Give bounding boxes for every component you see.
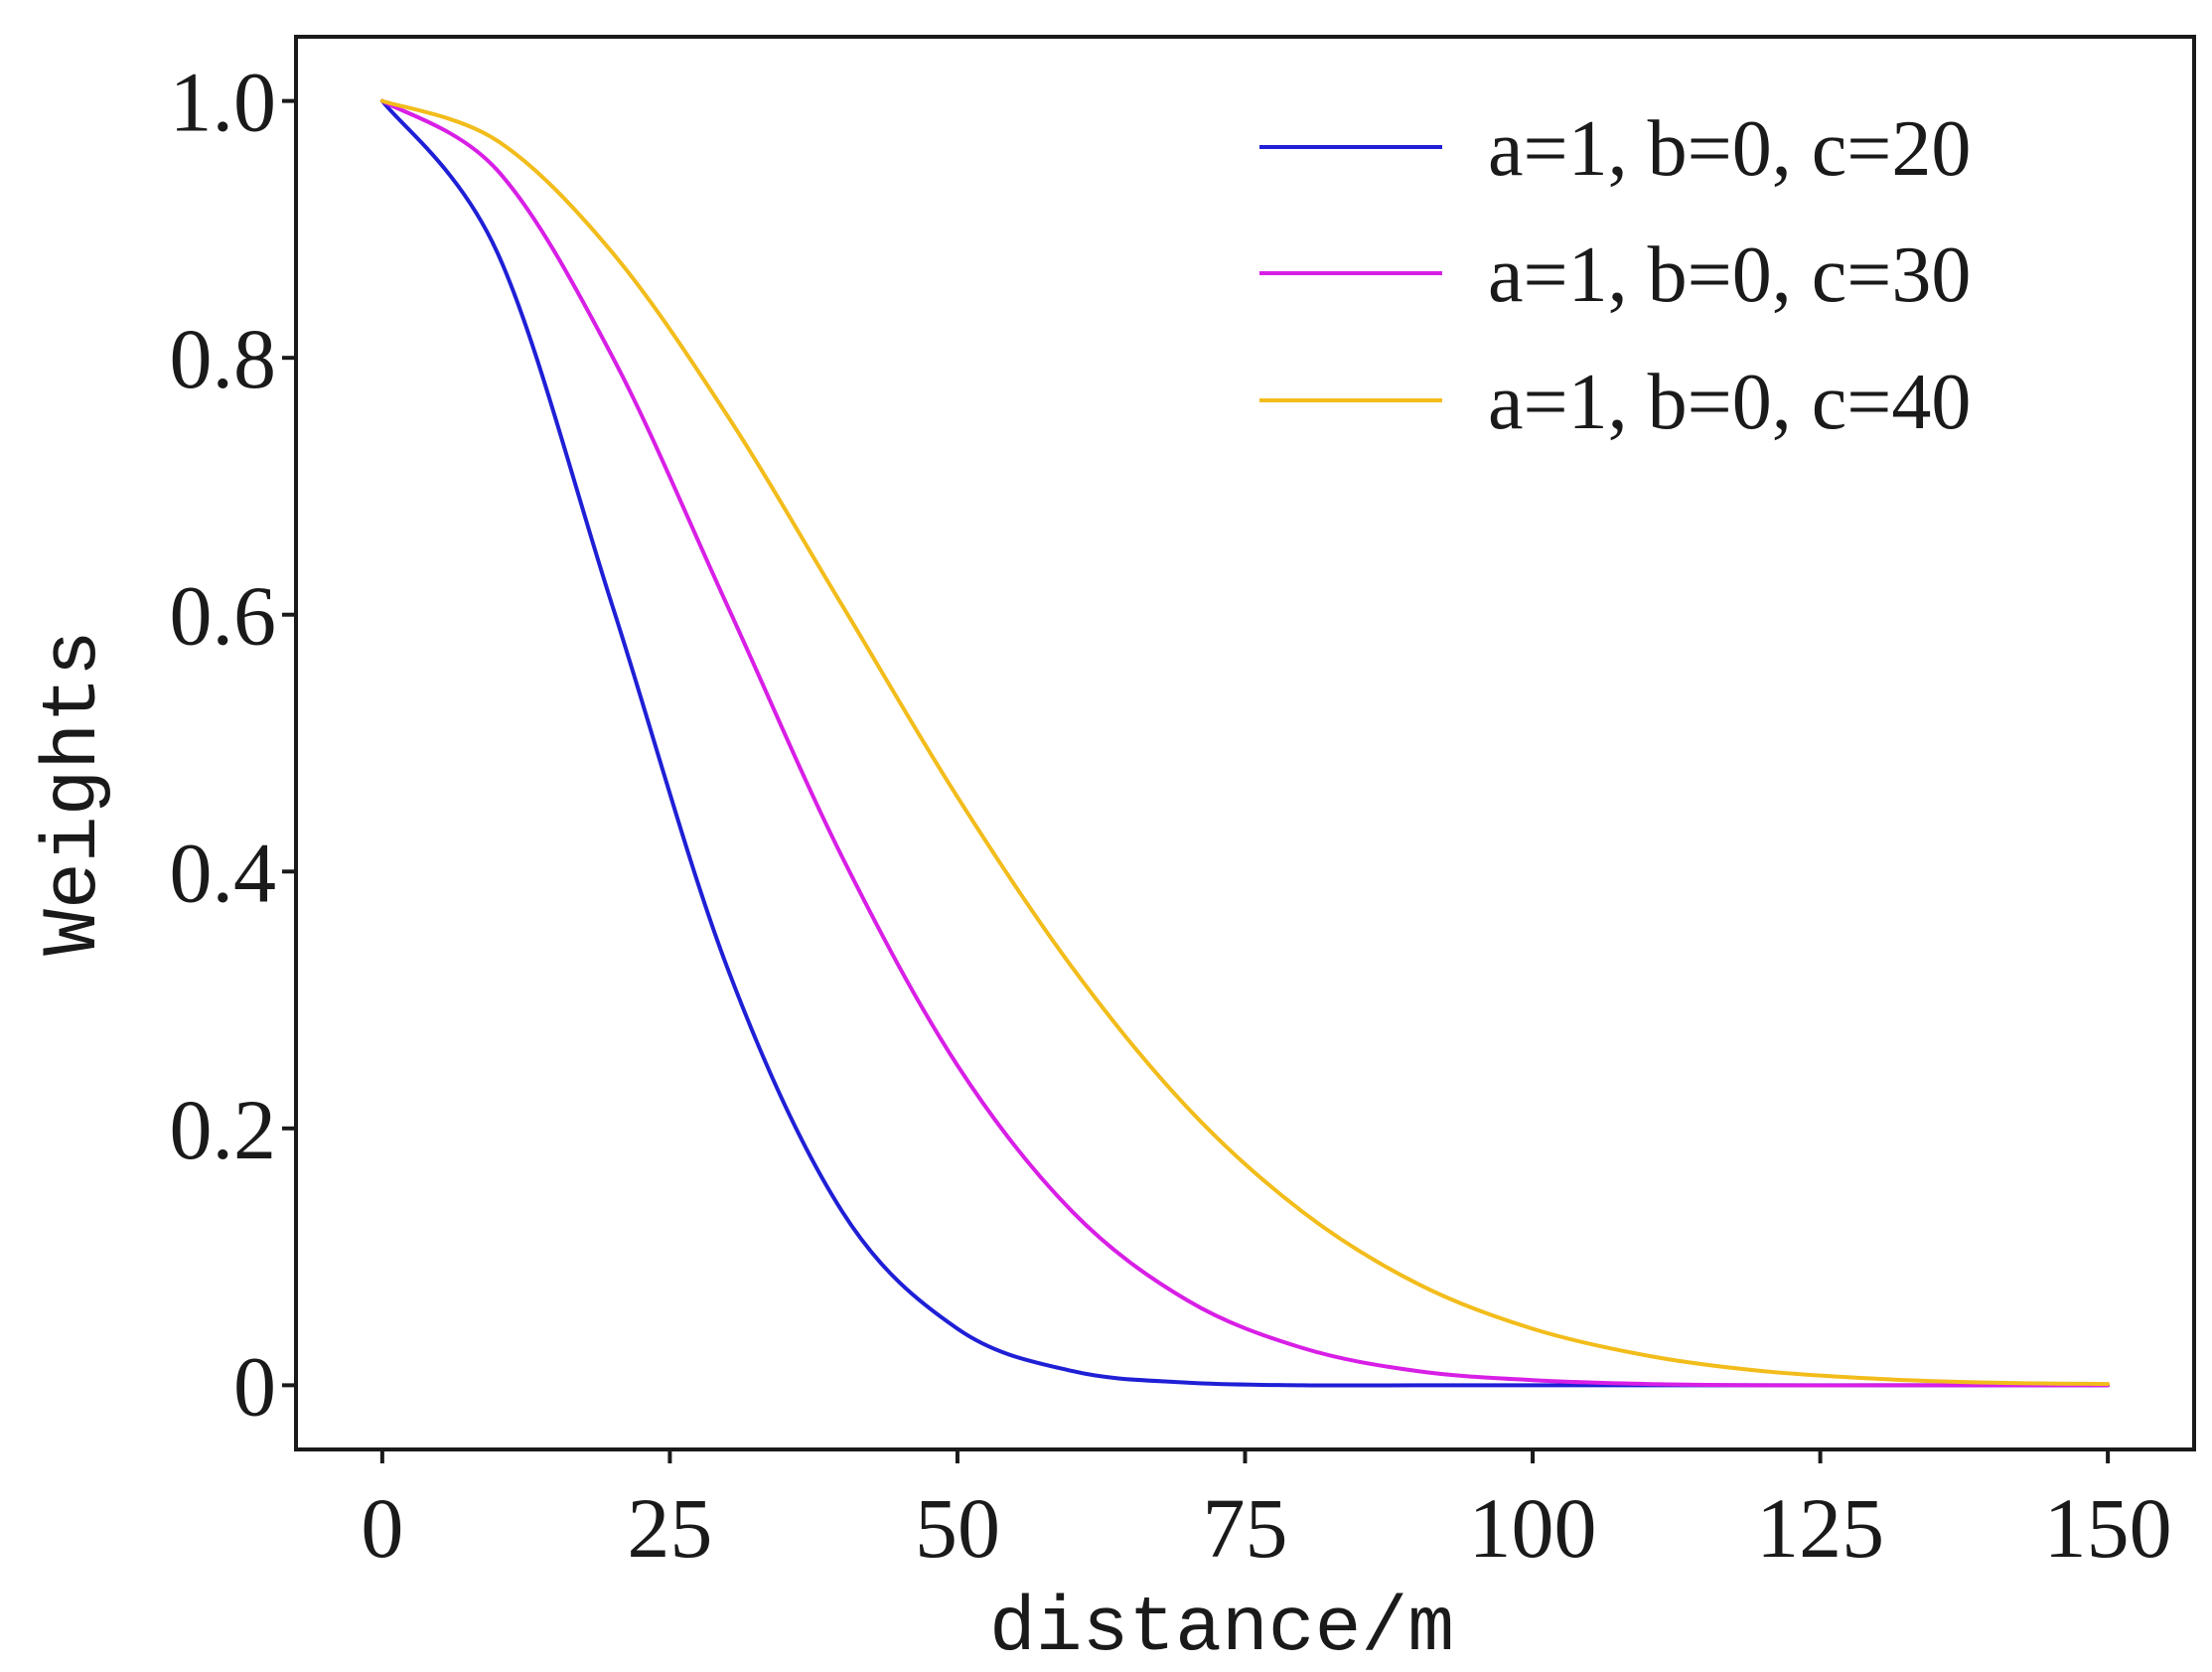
y-tick-label: 0.6	[170, 568, 277, 664]
x-tick-label: 50	[915, 1480, 1000, 1576]
x-tick-label: 150	[2044, 1480, 2172, 1576]
y-tick-label: 1.0	[170, 55, 277, 150]
x-tick-label: 25	[627, 1480, 712, 1576]
series-line-2	[379, 98, 2111, 1388]
x-axis-ticks: 0 25 50 75 100 125 150	[361, 1449, 2172, 1576]
y-axis-ticks: 0 0.2 0.4 0.6 0.8 1.0	[170, 55, 296, 1434]
y-tick-label: 0.8	[170, 311, 277, 406]
x-axis-title: distance/m	[989, 1586, 1454, 1672]
legend-label: a=1, b=0, c=40	[1488, 359, 1971, 446]
y-tick-label: 0	[233, 1338, 276, 1434]
y-tick-label: 0.4	[170, 825, 277, 920]
legend-label: a=1, b=0, c=30	[1488, 231, 1971, 319]
series-lines	[379, 98, 2111, 1388]
legend-label: a=1, b=0, c=20	[1488, 105, 1971, 193]
x-tick-label: 125	[1756, 1480, 1884, 1576]
x-tick-label: 100	[1469, 1480, 1597, 1576]
legend: a=1, b=0, c=20 a=1, b=0, c=30 a=1, b=0, c=…	[1259, 105, 1971, 446]
x-tick-label: 0	[361, 1480, 403, 1576]
series-line-3	[379, 98, 2111, 1387]
y-tick-label: 0.2	[170, 1082, 277, 1177]
y-axis-title: Weights	[31, 630, 118, 956]
x-tick-label: 75	[1203, 1480, 1288, 1576]
